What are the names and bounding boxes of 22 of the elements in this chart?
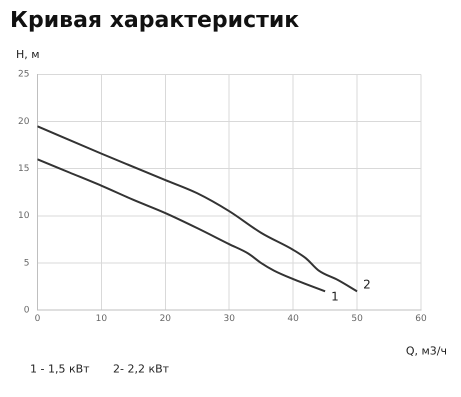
y-tick-label: 0	[24, 306, 30, 316]
y-tick-label: 15	[18, 164, 30, 174]
y-axis-title: H, м	[16, 48, 40, 61]
x-tick-label: 50	[351, 314, 364, 324]
series-label: 1	[331, 289, 339, 304]
text: 1 - 1,5 кВт	[30, 362, 90, 376]
text: 2- 2,2 кВт	[113, 362, 170, 376]
line-series	[37, 125, 358, 292]
x-tick-label: 60	[415, 314, 427, 324]
line-series	[37, 158, 326, 292]
y-tick-label: 25	[18, 70, 30, 80]
x-tick-label: 20	[160, 314, 172, 324]
x-axis-title: Q, м3/ч	[406, 344, 447, 358]
y-tick-label: 20	[18, 116, 30, 127]
y-tick-label: 10	[18, 211, 30, 222]
series-label: 2	[363, 277, 371, 292]
chart-title: Кривая характеристик	[10, 8, 300, 33]
x-tick-label: 40	[287, 314, 300, 324]
x-tick-label: 10	[96, 314, 108, 324]
x-tick-label: 0	[34, 314, 41, 324]
x-tick-label: 30	[224, 314, 236, 324]
y-tick-label: 5	[24, 258, 30, 268]
